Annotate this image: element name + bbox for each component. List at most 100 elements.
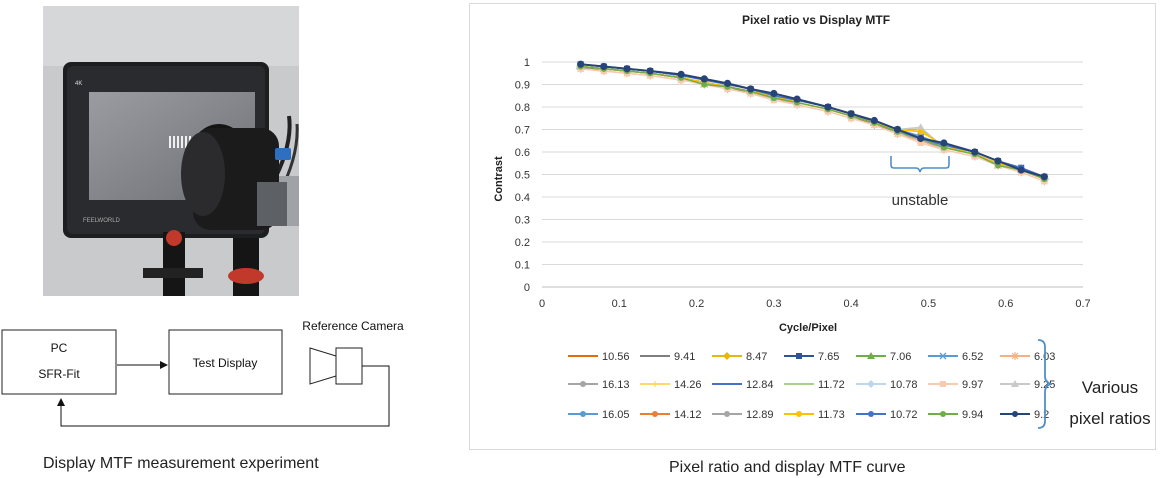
- series-11.72: [576, 65, 1049, 180]
- legend-label: 9.94: [962, 409, 983, 421]
- y-tick-label: 0: [524, 282, 530, 294]
- series-12.84: [576, 65, 1049, 180]
- series-line: [580, 65, 1045, 180]
- unstable-bracket: [890, 156, 950, 173]
- data-point: [1011, 352, 1019, 360]
- data-point: [971, 148, 979, 156]
- data-point: [723, 352, 731, 360]
- data-point: [770, 89, 778, 98]
- data-point: [870, 116, 878, 125]
- series-line: [580, 65, 1045, 180]
- legend-label: 12.89: [746, 409, 774, 421]
- series-7.65: [577, 61, 1048, 180]
- y-tick-label: 0.4: [515, 192, 530, 204]
- chart-title: Pixel ratio vs Display MTF: [742, 13, 890, 27]
- camera-to-pc-arrow: [57, 365, 390, 427]
- legend-item: 10.56: [568, 351, 630, 363]
- badge-4k: 4K: [75, 81, 82, 87]
- data-point: [916, 123, 925, 131]
- series-14.12: [577, 63, 1048, 182]
- series-9.2: [577, 60, 1048, 181]
- series-6.52: [577, 63, 1048, 183]
- legend-label: 6.52: [962, 351, 983, 363]
- left-caption: Display MTF measurement experiment: [43, 455, 319, 472]
- data-point: [939, 352, 947, 360]
- camera-icon: [309, 347, 363, 385]
- legend-label: 9.97: [962, 379, 983, 391]
- camera-label: Reference Camera: [302, 319, 404, 333]
- x-tick-label: 0.5: [921, 298, 936, 310]
- series-6.03: [577, 64, 1048, 186]
- mtf-chart: Pixel ratio vs Display MTF 0 0.1 0.2 0.3 0.4…: [493, 13, 1091, 421]
- unstable-label: unstable: [892, 192, 949, 209]
- series-16.05: [577, 61, 1048, 180]
- x-tick-label: 0.3: [766, 298, 781, 310]
- chart-panel: Pixel ratio vs Display MTF 0 0.1 0.2 0.3 0.4…: [469, 3, 1156, 450]
- legend-label: 14.26: [674, 379, 702, 391]
- data-point: [600, 62, 608, 71]
- series-line: [580, 65, 1045, 180]
- legend-item: 9.94: [928, 409, 983, 421]
- data-point: [994, 157, 1002, 165]
- legend-label: 12.84: [746, 379, 774, 391]
- data-point: [723, 79, 732, 87]
- data-point: [1017, 166, 1025, 174]
- series-line: [580, 65, 1045, 180]
- data-point: [793, 95, 801, 103]
- x-tick-label: 0.7: [1075, 298, 1090, 310]
- legend-item: 10.72: [856, 409, 918, 421]
- legend-bracket: [1037, 339, 1053, 429]
- data-point: [847, 110, 855, 118]
- data-point: [577, 60, 585, 68]
- y-tick-label: 0.7: [515, 125, 530, 137]
- y-tick-label: 0.5: [515, 170, 530, 182]
- y-tick-label: 0.1: [515, 260, 530, 272]
- pc-box: [1, 329, 117, 395]
- data-point: [652, 411, 658, 417]
- legend-item: 16.13: [568, 379, 630, 391]
- series-9.94: [577, 63, 1048, 182]
- data-point: [1012, 411, 1018, 417]
- series-10.56: [576, 65, 1049, 180]
- y-tick-label: 0.3: [515, 215, 530, 227]
- legend-item: 11.72: [784, 379, 845, 391]
- data-point: [580, 411, 586, 417]
- legend-label: 9.25: [1034, 379, 1055, 391]
- legend-item: 14.12: [640, 409, 702, 421]
- series-line: [580, 65, 1045, 180]
- series-line: [580, 63, 1045, 178]
- legend-label: 10.78: [890, 379, 918, 391]
- data-point: [868, 411, 874, 417]
- data-point: [917, 140, 924, 146]
- series-9.97: [577, 65, 1048, 185]
- x-tick-label: 0.1: [612, 298, 627, 310]
- legend-item: 16.05: [568, 409, 630, 421]
- data-point: [646, 67, 654, 75]
- series-10.78: [576, 62, 1049, 183]
- legend-item: 11.73: [784, 409, 845, 421]
- legend-label: 7.06: [890, 351, 911, 363]
- y-tick-label: 0.8: [515, 102, 530, 114]
- series-line: [580, 65, 1045, 180]
- series-line: [580, 65, 1045, 180]
- legend-label: 9.41: [674, 351, 695, 363]
- data-point: [824, 103, 832, 111]
- series-line: [580, 65, 1045, 180]
- data-point: [917, 134, 925, 143]
- data-point: [867, 380, 875, 388]
- legend-note-line1: Various: [1081, 378, 1139, 397]
- data-point: [701, 81, 708, 88]
- data-point: [917, 128, 924, 135]
- pc-label: PC: [51, 341, 68, 355]
- y-tick-label: 1: [524, 57, 530, 69]
- series-line: [580, 68, 1045, 182]
- monitor-brand: FEELWORLD: [83, 218, 121, 224]
- series-9.41: [576, 67, 1049, 180]
- legend-item: 10.78: [856, 379, 918, 391]
- x-tick-label: 0.4: [843, 298, 858, 310]
- series-9.25: [576, 62, 1049, 182]
- legend-label: 8.47: [746, 351, 767, 363]
- legend-item: 7.06: [856, 351, 911, 363]
- legend-label: 7.65: [818, 351, 839, 363]
- series-14.26: [577, 63, 1048, 182]
